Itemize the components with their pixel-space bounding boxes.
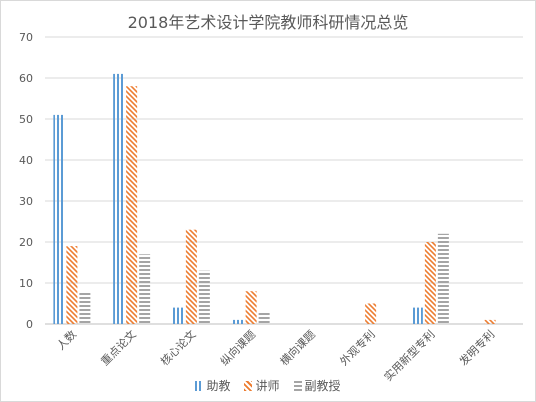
- bar-讲师-人数: [66, 246, 78, 324]
- bar-助教-人数: [53, 114, 65, 325]
- x-category-label: 外观专利: [337, 327, 378, 368]
- y-tick-label: 10: [19, 277, 33, 290]
- legend-swatch: [195, 380, 204, 391]
- legend-label: 副教授: [304, 379, 341, 393]
- x-category-label: 人数: [54, 328, 79, 353]
- x-category-label: 实用新型专利: [381, 327, 438, 384]
- bar-讲师-实用新型专利: [424, 242, 436, 324]
- y-tick-label: 50: [19, 113, 33, 126]
- bar-讲师-核心论文: [185, 229, 197, 324]
- x-category-label: 核心论文: [157, 327, 198, 368]
- bar-讲师-外观专利: [365, 303, 377, 324]
- bar-副教授-实用新型专利: [437, 233, 449, 324]
- chart-title: 2018年艺术设计学院教师科研情况总览: [127, 13, 409, 32]
- bar-讲师-重点论文: [126, 86, 138, 324]
- legend-label: 讲师: [255, 379, 280, 393]
- bar-助教-纵向课题: [232, 319, 244, 324]
- x-category-label: 横向课题: [277, 327, 318, 368]
- bar-助教-重点论文: [113, 73, 125, 325]
- bar-副教授-核心论文: [198, 270, 210, 324]
- x-category-label: 纵向课题: [217, 327, 258, 368]
- bar-副教授-纵向课题: [258, 311, 270, 324]
- legend-item: 助教: [195, 377, 230, 394]
- bar-讲师-纵向课题: [245, 291, 257, 324]
- y-tick-label: 60: [19, 72, 33, 85]
- legend-item: 讲师: [244, 377, 280, 394]
- y-tick-label: 0: [26, 318, 33, 331]
- y-tick-label: 70: [19, 31, 33, 44]
- y-tick-label: 40: [19, 154, 33, 167]
- bar-副教授-人数: [79, 291, 91, 324]
- bar-副教授-重点论文: [139, 254, 151, 324]
- legend-label: 助教: [206, 379, 231, 393]
- chart-legend: 助教 讲师 副教授: [1, 377, 535, 394]
- bar-助教-实用新型专利: [411, 307, 423, 324]
- bar-讲师-发明专利: [484, 319, 496, 324]
- legend-item: 副教授: [293, 377, 341, 394]
- y-tick-label: 20: [19, 236, 33, 249]
- x-category-label: 重点论文: [98, 327, 139, 368]
- legend-swatch: [244, 380, 253, 391]
- bar-助教-核心论文: [172, 307, 184, 324]
- legend-swatch: [293, 380, 302, 391]
- y-tick-label: 30: [19, 195, 33, 208]
- x-category-label: 发明专利: [456, 327, 497, 368]
